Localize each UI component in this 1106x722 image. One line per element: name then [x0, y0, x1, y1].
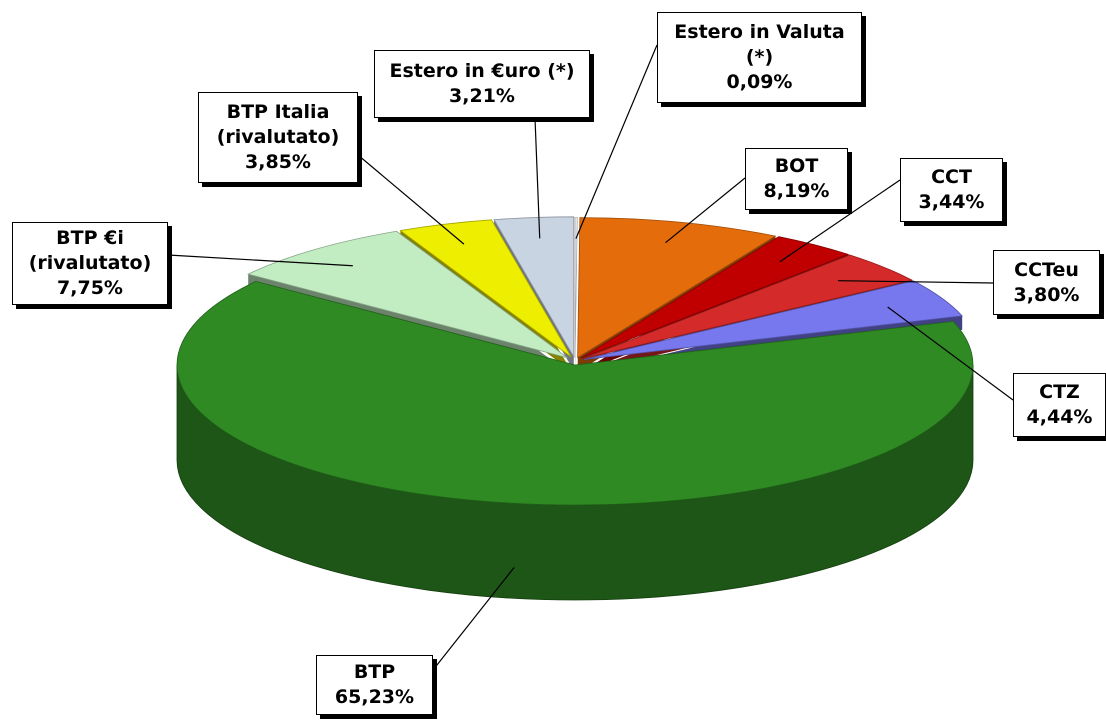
- label-name: BOT: [774, 155, 819, 177]
- slice-label: BTP 65,23%: [316, 655, 433, 715]
- leader-line: [167, 254, 353, 267]
- slice-label: CCTeu 3,80%: [993, 250, 1100, 315]
- label-value: 0,09%: [726, 71, 793, 93]
- leader-line: [534, 117, 541, 239]
- pie-slice: [582, 254, 914, 360]
- pie-slice: [580, 236, 850, 359]
- pie-slice: [577, 217, 777, 359]
- leader-line: [432, 567, 515, 671]
- label-name: CCT: [931, 166, 972, 188]
- leader-line: [575, 44, 658, 239]
- leader-line: [357, 154, 465, 245]
- label-value: 3,44%: [918, 191, 985, 213]
- leader-line: [665, 177, 746, 244]
- label-value: 4,44%: [1026, 406, 1093, 428]
- label-name: BTP €i (rivalutato): [28, 227, 152, 274]
- leader-line: [779, 179, 901, 263]
- label-value: 3,80%: [1013, 283, 1080, 306]
- pie-slice: [574, 217, 578, 358]
- label-value: 3,21%: [449, 85, 515, 107]
- slice-label: CCT 3,44%: [900, 158, 1003, 222]
- pie-slice: [247, 230, 568, 359]
- label-name: Estero in Valuta (*): [674, 21, 845, 68]
- slice-label: BOT 8,19%: [745, 148, 848, 210]
- slice-label: CTZ 4,44%: [1013, 373, 1106, 437]
- label-value: 7,75%: [57, 277, 123, 299]
- label-value: 65,23%: [334, 686, 415, 708]
- slice-label: Estero in €uro (*) 3,21%: [374, 50, 590, 118]
- label-name: CTZ: [1039, 381, 1080, 403]
- label-value: 8,19%: [763, 180, 830, 202]
- slice-label: Estero in Valuta (*) 0,09%: [657, 12, 862, 103]
- pie-slice: [399, 219, 572, 358]
- leader-line: [887, 306, 1014, 401]
- label-value: 3,85%: [245, 151, 311, 173]
- pie-slice: [493, 216, 575, 359]
- leader-line: [837, 280, 994, 284]
- slice-label: BTP €i (rivalutato) 7,75%: [12, 222, 168, 305]
- label-name: BTP: [353, 661, 396, 683]
- pie-slice: [176, 280, 974, 506]
- label-name: BTP Italia (rivalutato): [216, 101, 340, 148]
- slice-label: BTP Italia (rivalutato) 3,85%: [198, 92, 358, 183]
- pie-slice: [583, 280, 964, 360]
- label-name: Estero in €uro (*): [389, 60, 575, 82]
- label-name: CCTeu: [1014, 258, 1079, 281]
